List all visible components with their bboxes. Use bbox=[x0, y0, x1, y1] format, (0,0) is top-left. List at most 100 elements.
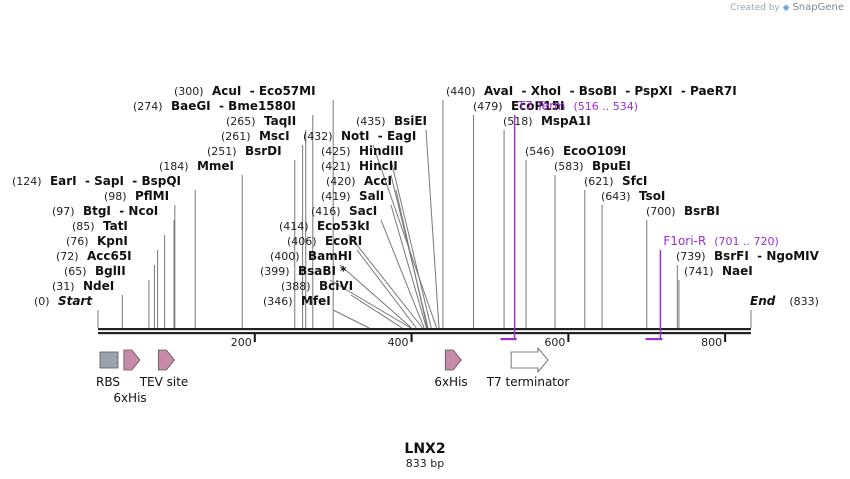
enzyme-name: PspXI bbox=[634, 84, 672, 98]
site-position: (621) bbox=[584, 175, 614, 188]
enzyme-name: SapI bbox=[94, 174, 124, 188]
feature-label-tev-site: TEV site bbox=[139, 375, 189, 389]
site-position: (741) bbox=[684, 265, 714, 278]
ruler-tick-label: 400 bbox=[388, 336, 409, 349]
snapgene-credit: Created by ◆ SnapGene bbox=[730, 2, 844, 13]
primers: T7 Term (516 .. 534) F1ori-R (701 .. 720) bbox=[500, 99, 779, 341]
site-label-mmei: (184) MmeI bbox=[159, 159, 234, 173]
enzyme-name: BpuEI bbox=[592, 159, 631, 173]
site-label-taqii: (265) TaqII bbox=[226, 114, 296, 128]
svg-text:F1ori-R(701 .. 720): F1ori-R (701 .. 720) bbox=[663, 234, 778, 248]
primer-range: (701 .. 720) bbox=[714, 235, 779, 248]
site-position: (274) bbox=[133, 100, 163, 113]
enzyme-name: BglII bbox=[95, 264, 126, 278]
site-line-bsiei bbox=[425, 129, 440, 329]
enzyme-name: AccI bbox=[364, 174, 392, 188]
terminator-arrow bbox=[510, 346, 549, 374]
site-label-saci: (416) SacI bbox=[311, 204, 377, 218]
primer-name: F1ori-R bbox=[663, 234, 706, 248]
svg-text:(435) BsiEI: (435) BsiEI bbox=[356, 114, 427, 128]
site-position: (440) bbox=[446, 85, 476, 98]
svg-text:(300) AcuI - Eco57MI: (300) AcuI - Eco57MI bbox=[174, 84, 316, 98]
site-lines bbox=[97, 100, 752, 329]
site-line-ecori bbox=[356, 249, 417, 329]
site-position: (124) bbox=[12, 175, 42, 188]
site-position: (72) bbox=[56, 250, 79, 263]
credit-prefix: Created by bbox=[730, 3, 780, 13]
enzyme-name: Acc65I bbox=[87, 249, 132, 263]
enzyme-name: NdeI bbox=[83, 279, 114, 293]
site-label-ndei: (31) NdeI bbox=[52, 279, 114, 293]
backbone-bottom-line bbox=[98, 332, 751, 335]
enzyme-name: NaeI bbox=[722, 264, 753, 278]
svg-text:(399) BsaBI *: (399) BsaBI * bbox=[260, 264, 347, 278]
feature-6xhis-3 bbox=[444, 349, 462, 371]
site-position: (31) bbox=[52, 280, 75, 293]
site-position: (406) bbox=[287, 235, 317, 248]
site-label-msci: (261) MscI bbox=[221, 129, 290, 143]
svg-text:(518) MspA1I: (518) MspA1I bbox=[503, 114, 591, 128]
site-label-kpni: (76) KpnI bbox=[66, 234, 128, 248]
site-label-ecoo109i: (546) EcoO109I bbox=[525, 144, 626, 158]
svg-text:(274) BaeGI - Bme1580I: (274) BaeGI - Bme1580I bbox=[133, 99, 296, 113]
site-position: (583) bbox=[554, 160, 584, 173]
svg-text:(546) EcoO109I: (546) EcoO109I bbox=[525, 144, 626, 158]
site-position: (421) bbox=[321, 160, 351, 173]
enzyme-name: TaqII bbox=[264, 114, 296, 128]
site-line-sali bbox=[390, 204, 427, 329]
enzyme-name: Start bbox=[58, 294, 93, 308]
svg-text:(739) BsrFI - NgoMIV: (739) BsrFI - NgoMIV bbox=[676, 249, 820, 263]
ruler-tick-label: 600 bbox=[544, 336, 565, 349]
enzyme-name: SalI bbox=[359, 189, 384, 203]
enzyme-name: BsrBI bbox=[684, 204, 720, 218]
site-position: (546) bbox=[525, 145, 555, 158]
site-position: (419) bbox=[321, 190, 351, 203]
enzyme-name: BaeGI bbox=[171, 99, 211, 113]
site-label-ecop15i: (479) EcoP15I bbox=[473, 99, 564, 113]
site-position: (399) bbox=[260, 265, 290, 278]
site-label-noti: (432) NotI - EagI bbox=[303, 129, 416, 143]
site-label-bsrdi: (251) BsrDI bbox=[207, 144, 282, 158]
enzyme-name: SacI bbox=[349, 204, 377, 218]
site-label-baegi: (274) BaeGI - Bme1580I bbox=[133, 99, 296, 113]
site-label-eari: (124) EarI - SapI - BspQI bbox=[12, 174, 181, 188]
enzyme-name: PaeR7I bbox=[690, 84, 737, 98]
enzyme-name: MmeI bbox=[197, 159, 234, 173]
feature-t7-terminator-4 bbox=[510, 346, 549, 374]
site-label-bsrbi: (700) BsrBI bbox=[646, 204, 720, 218]
enzyme-name: KpnI bbox=[97, 234, 128, 248]
svg-text:(621) SfcI: (621) SfcI bbox=[584, 174, 647, 188]
svg-text:(31) NdeI: (31) NdeI bbox=[52, 279, 114, 293]
map-title: LNX2 bbox=[404, 441, 445, 457]
feature-tev-site-2 bbox=[157, 349, 175, 371]
enzyme-name: XhoI bbox=[531, 84, 562, 98]
site-position: (85) bbox=[72, 220, 95, 233]
enzyme-name: TsoI bbox=[639, 189, 665, 203]
enzyme-name: EagI bbox=[387, 129, 416, 143]
ruler-tick-label: 800 bbox=[701, 336, 722, 349]
enzyme-name: BsoBI bbox=[579, 84, 617, 98]
site-position: (400) bbox=[270, 250, 300, 263]
site-line-hindiii bbox=[390, 159, 432, 329]
svg-text:(346) MfeI: (346) MfeI bbox=[263, 294, 331, 308]
credit-brand: SnapGene bbox=[792, 2, 844, 13]
svg-text:(400) BamHI: (400) BamHI bbox=[270, 249, 352, 263]
site-label-bsabi: (399) BsaBI * bbox=[260, 264, 347, 278]
svg-text:(643) TsoI: (643) TsoI bbox=[601, 189, 665, 203]
svg-text:(85) TatI: (85) TatI bbox=[72, 219, 128, 233]
enzyme-name: NotI bbox=[341, 129, 370, 143]
svg-text:(421) HincII: (421) HincII bbox=[321, 159, 398, 173]
svg-text:(420) AccI: (420) AccI bbox=[326, 174, 392, 188]
site-position: (65) bbox=[64, 265, 87, 278]
site-label-bpuei: (583) BpuEI bbox=[554, 159, 631, 173]
feature-label-6xhis: 6xHis bbox=[113, 391, 146, 405]
enzyme-name: Eco53kI bbox=[317, 219, 370, 233]
enzyme-name: BsrFI bbox=[714, 249, 749, 263]
site-position: (184) bbox=[159, 160, 189, 173]
enzyme-name: EcoP15I bbox=[511, 99, 565, 113]
site-label-end: End (833) bbox=[750, 294, 819, 308]
site-position: (414) bbox=[279, 220, 309, 233]
primer-t7-term: T7 Term (516 .. 534) bbox=[500, 99, 638, 341]
site-label-tati: (85) TatI bbox=[72, 219, 128, 233]
